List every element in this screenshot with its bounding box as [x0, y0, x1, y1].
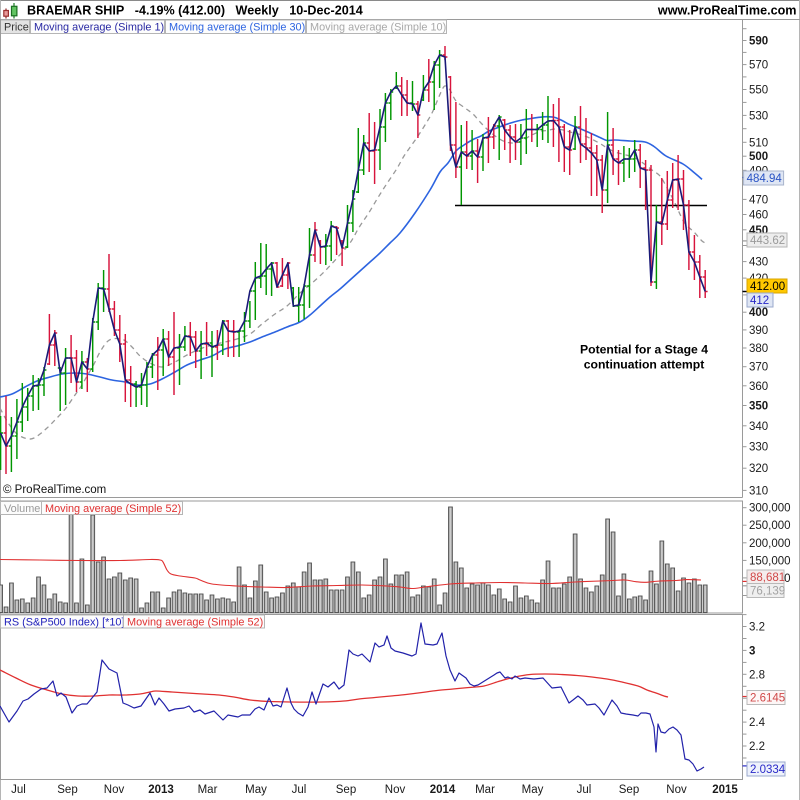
- svg-text:Sep: Sep: [57, 784, 77, 796]
- svg-text:150,000: 150,000: [749, 555, 791, 567]
- svg-text:continuation attempt: continuation attempt: [584, 358, 705, 372]
- svg-text:510: 510: [749, 137, 768, 149]
- svg-text:380: 380: [749, 343, 768, 355]
- svg-text:310: 310: [749, 485, 768, 497]
- svg-text:Moving average (Simple 52): Moving average (Simple 52): [127, 616, 263, 628]
- svg-text:320: 320: [749, 463, 768, 475]
- svg-text:May: May: [522, 784, 544, 796]
- svg-text:Moving average (Simple 10): Moving average (Simple 10): [310, 22, 446, 34]
- svg-text:460: 460: [749, 210, 768, 222]
- svg-text:2.0334: 2.0334: [750, 764, 786, 776]
- svg-text:2.6145: 2.6145: [750, 693, 785, 705]
- svg-text:2.2: 2.2: [749, 741, 765, 753]
- svg-text:550: 550: [749, 85, 768, 97]
- svg-text:Jul: Jul: [292, 784, 307, 796]
- svg-text:330: 330: [749, 442, 768, 454]
- svg-text:590: 590: [749, 36, 768, 48]
- svg-text:430: 430: [749, 257, 768, 269]
- svg-text:BRAEMAR SHIP -4.19% (412.00): BRAEMAR SHIP -4.19% (412.00) Weekly 10-D…: [27, 4, 363, 18]
- svg-text:Mar: Mar: [475, 784, 495, 796]
- svg-text:Moving average (Simple 52): Moving average (Simple 52): [45, 503, 181, 515]
- svg-text:350: 350: [749, 401, 768, 413]
- svg-text:2015: 2015: [712, 784, 738, 796]
- svg-text:2.4: 2.4: [749, 717, 766, 729]
- svg-text:530: 530: [749, 110, 768, 122]
- svg-text:470: 470: [749, 194, 768, 206]
- svg-text:2013: 2013: [148, 784, 174, 796]
- svg-text:Nov: Nov: [104, 784, 125, 796]
- svg-text:3: 3: [749, 645, 755, 657]
- svg-text:300,000: 300,000: [749, 503, 791, 515]
- svg-text:Nov: Nov: [385, 784, 406, 796]
- svg-text:Volume: Volume: [4, 503, 40, 515]
- svg-text:www.ProRealTime.com: www.ProRealTime.com: [657, 4, 797, 18]
- svg-text:412: 412: [750, 295, 769, 307]
- svg-text:88,681: 88,681: [750, 572, 785, 584]
- svg-text:Sep: Sep: [336, 784, 356, 796]
- svg-text:Potential for a Stage 4: Potential for a Stage 4: [580, 343, 708, 357]
- svg-text:2.8: 2.8: [749, 669, 765, 681]
- svg-text:May: May: [245, 784, 267, 796]
- svg-text:Mar: Mar: [198, 784, 218, 796]
- svg-text:412.00: 412.00: [750, 281, 785, 293]
- svg-text:400: 400: [749, 307, 768, 319]
- svg-text:370: 370: [749, 362, 768, 374]
- svg-text:390: 390: [749, 325, 768, 337]
- svg-text:570: 570: [749, 60, 768, 72]
- svg-text:200,000: 200,000: [749, 538, 791, 550]
- svg-text:Moving average (Simple 1): Moving average (Simple 1): [34, 22, 164, 34]
- svg-text:360: 360: [749, 381, 768, 393]
- svg-text:Sep: Sep: [619, 784, 639, 796]
- svg-text:Price: Price: [4, 22, 29, 34]
- svg-text:2014: 2014: [430, 784, 456, 796]
- svg-text:443.62: 443.62: [750, 235, 785, 247]
- svg-text:500: 500: [749, 151, 768, 163]
- svg-text:© ProRealTime.com: © ProRealTime.com: [3, 484, 106, 496]
- svg-text:Jul: Jul: [11, 784, 26, 796]
- svg-text:3.2: 3.2: [749, 622, 765, 634]
- svg-text:Jul: Jul: [577, 784, 592, 796]
- svg-text:250,000: 250,000: [749, 520, 791, 532]
- svg-text:RS (S&P500 Index) [*10]: RS (S&P500 Index) [*10]: [4, 616, 124, 628]
- svg-text:484.94: 484.94: [747, 173, 783, 185]
- svg-text:76,139: 76,139: [750, 586, 785, 598]
- svg-text:340: 340: [749, 421, 768, 433]
- svg-text:Nov: Nov: [666, 784, 687, 796]
- svg-text:Moving average (Simple 30): Moving average (Simple 30): [169, 22, 305, 34]
